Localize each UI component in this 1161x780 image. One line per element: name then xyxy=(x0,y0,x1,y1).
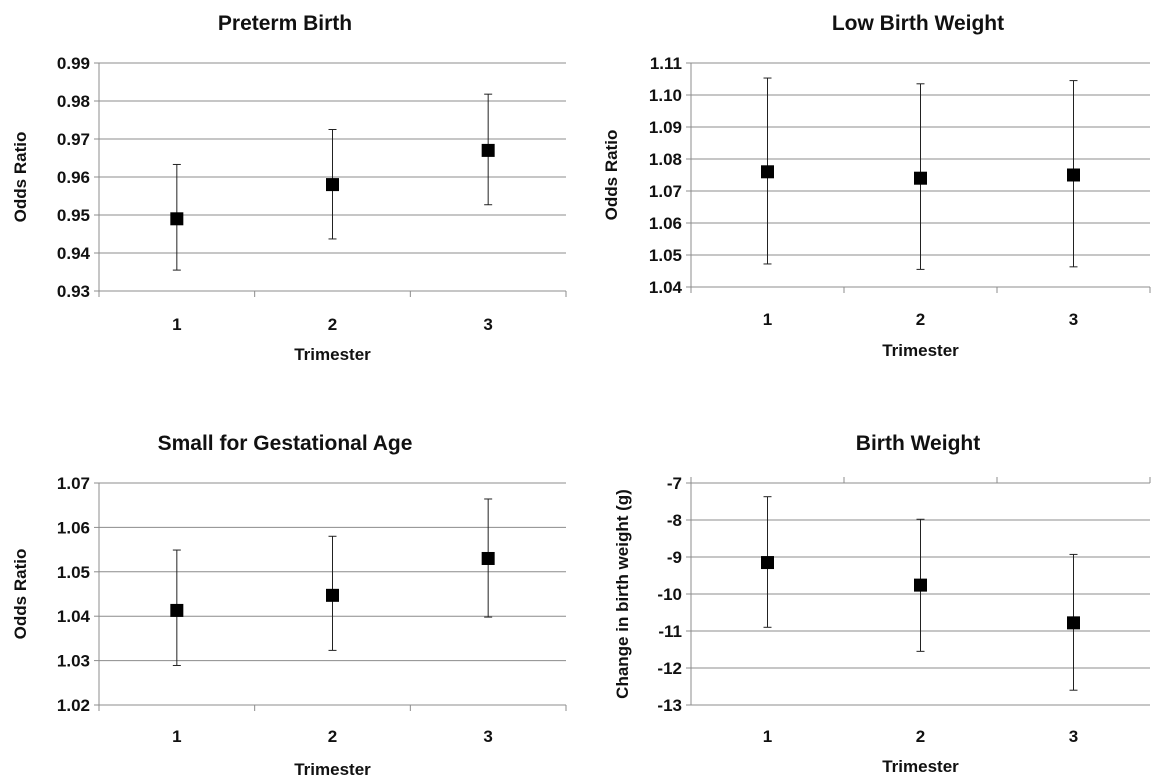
y-axis-label: Change in birth weight (g) xyxy=(613,489,632,699)
x-tick-label: 3 xyxy=(483,727,492,746)
y-tick-label: 0.93 xyxy=(57,282,90,301)
data-point-marker xyxy=(761,556,774,570)
data-point-marker xyxy=(481,551,495,565)
y-tick-label: -9 xyxy=(667,548,682,567)
data-point-marker xyxy=(914,578,927,592)
y-tick-label: 1.05 xyxy=(649,246,682,265)
y-tick-label: 1.04 xyxy=(57,607,91,626)
y-tick-label: 1.03 xyxy=(57,652,90,671)
data-point-marker xyxy=(170,212,184,226)
chart-title: Birth Weight xyxy=(856,432,980,455)
x-tick-label: 3 xyxy=(1069,310,1078,329)
x-axis-label: Trimester xyxy=(882,757,959,776)
y-tick-label: 1.08 xyxy=(649,150,682,169)
data-point-marker xyxy=(170,603,184,617)
y-tick-label: 0.98 xyxy=(57,92,90,111)
y-tick-label: 1.06 xyxy=(649,214,682,233)
data-point-marker xyxy=(914,171,927,185)
x-axis-label: Trimester xyxy=(294,760,371,779)
x-tick-label: 2 xyxy=(916,727,925,746)
y-tick-label: 0.96 xyxy=(57,168,90,187)
chart-title: Low Birth Weight xyxy=(832,12,1004,35)
y-tick-label: 1.06 xyxy=(57,518,90,537)
x-tick-label: 1 xyxy=(172,315,181,334)
y-tick-label: -11 xyxy=(658,622,682,641)
x-tick-label: 2 xyxy=(328,727,337,746)
data-point-marker xyxy=(761,165,774,179)
x-axis-label: Trimester xyxy=(294,345,371,364)
data-point-marker xyxy=(326,178,339,192)
data-point-marker xyxy=(1067,168,1080,182)
y-tick-label: -12 xyxy=(657,659,682,678)
x-tick-label: 2 xyxy=(328,315,337,334)
y-tick-label: -7 xyxy=(667,474,682,493)
x-tick-label: 1 xyxy=(763,310,772,329)
y-axis-label: Odds Ratio xyxy=(11,132,30,223)
x-tick-label: 3 xyxy=(1069,727,1078,746)
y-tick-label: 0.99 xyxy=(57,54,90,73)
y-tick-label: 1.10 xyxy=(649,86,682,105)
y-tick-label: 1.09 xyxy=(649,118,682,137)
y-tick-label: 0.97 xyxy=(57,130,90,149)
y-tick-label: 0.94 xyxy=(57,244,91,263)
y-tick-label: 1.02 xyxy=(57,696,90,715)
x-tick-label: 1 xyxy=(763,727,772,746)
y-tick-label: 1.11 xyxy=(650,54,682,73)
y-tick-label: 1.07 xyxy=(649,182,682,201)
y-axis-label: Odds Ratio xyxy=(602,130,621,221)
y-tick-label: -13 xyxy=(657,696,682,715)
y-axis-label: Odds Ratio xyxy=(11,549,30,640)
x-axis-label: Trimester xyxy=(882,341,959,360)
x-tick-label: 2 xyxy=(916,310,925,329)
data-point-marker xyxy=(481,143,495,157)
y-tick-label: 0.95 xyxy=(57,206,90,225)
data-point-marker xyxy=(326,588,339,602)
x-tick-label: 3 xyxy=(483,315,492,334)
y-tick-label: -10 xyxy=(657,585,682,604)
y-tick-label: 1.04 xyxy=(649,278,683,297)
chart-title: Small for Gestational Age xyxy=(158,432,413,455)
chart-title: Preterm Birth xyxy=(218,12,352,35)
y-tick-label: -8 xyxy=(667,511,682,530)
y-tick-label: 1.07 xyxy=(57,474,90,493)
y-tick-label: 1.05 xyxy=(57,563,90,582)
data-point-marker xyxy=(1067,616,1080,630)
x-tick-label: 1 xyxy=(172,727,181,746)
